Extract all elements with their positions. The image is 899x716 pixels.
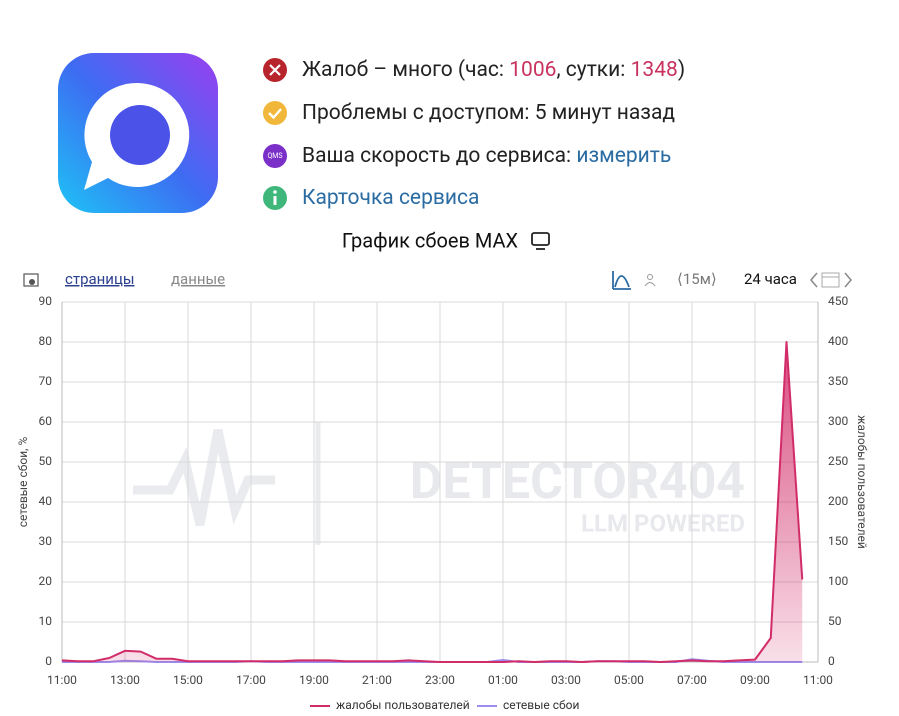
chart-title: График сбоев MAX bbox=[342, 228, 519, 252]
x-tick-label: 21:00 bbox=[362, 673, 392, 687]
y-tick-label: 20 bbox=[39, 574, 53, 588]
y2-tick-label: 0 bbox=[828, 654, 835, 668]
hour-count: 1006 bbox=[509, 58, 557, 82]
legend-label: жалобы пользователей bbox=[336, 698, 470, 712]
y-tick-label: 80 bbox=[39, 334, 53, 348]
qms-icon-text: QMS bbox=[267, 152, 282, 160]
y2-axis-label: жалобы пользователей bbox=[855, 415, 869, 549]
x-tick-label: 15:00 bbox=[173, 673, 203, 687]
y-tick-label: 0 bbox=[45, 654, 52, 668]
pages-tab[interactable]: страницы bbox=[65, 270, 135, 288]
chart-mode-button[interactable] bbox=[612, 271, 631, 290]
step-button[interactable]: ⟨15м⟩ bbox=[677, 270, 717, 288]
y2-tick-label: 150 bbox=[828, 534, 848, 548]
y-tick-label: 40 bbox=[39, 494, 53, 508]
service-card-link[interactable]: Карточка сервиса bbox=[302, 186, 480, 210]
access-status: Проблемы с доступом: 5 минут назад bbox=[302, 101, 676, 125]
calendar-nav[interactable] bbox=[810, 272, 852, 288]
series-line bbox=[61, 341, 804, 663]
x-tick-label: 11:00 bbox=[803, 673, 833, 687]
y2-tick-label: 350 bbox=[828, 374, 848, 388]
x-tick-label: 19:00 bbox=[299, 673, 329, 687]
y-tick-label: 10 bbox=[39, 614, 53, 628]
y2-tick-label: 450 bbox=[828, 294, 848, 308]
y2-tick-label: 50 bbox=[828, 614, 842, 628]
status-icons: QMS bbox=[263, 58, 287, 210]
range-button[interactable]: 24 часа bbox=[744, 270, 797, 288]
x-tick-label: 05:00 bbox=[614, 673, 644, 687]
y-tick-label: 30 bbox=[39, 534, 53, 548]
x-tick-label: 07:00 bbox=[677, 673, 707, 687]
complaints-status: Жалоб – много (час: 1006, сутки: 1348) bbox=[302, 58, 685, 82]
y-tick-label: 60 bbox=[39, 414, 53, 428]
day-count: 1348 bbox=[630, 58, 678, 82]
app-logo bbox=[58, 53, 218, 213]
text: , сутки: bbox=[556, 58, 626, 82]
watermark: DETECTOR404 LLM POWERED bbox=[133, 422, 745, 545]
y2-tick-label: 400 bbox=[828, 334, 848, 348]
tv-icon bbox=[531, 232, 550, 250]
user-button[interactable] bbox=[644, 274, 656, 287]
watermark-tagline: LLM POWERED bbox=[581, 509, 745, 537]
text: ) bbox=[677, 58, 686, 82]
x-tick-label: 09:00 bbox=[740, 673, 770, 687]
text: Ваша скорость до сервиса: bbox=[302, 144, 572, 168]
y-tick-label: 90 bbox=[39, 294, 53, 308]
x-tick-label: 13:00 bbox=[110, 673, 140, 687]
camera-button[interactable] bbox=[23, 273, 39, 287]
x-tick-label: 23:00 bbox=[425, 673, 455, 687]
y-tick-label: 50 bbox=[39, 454, 53, 468]
y2-tick-label: 250 bbox=[828, 454, 848, 468]
x-tick-label: 01:00 bbox=[488, 673, 518, 687]
x-tick-label: 03:00 bbox=[551, 673, 581, 687]
speed-status: Ваша скорость до сервиса: измерить bbox=[302, 144, 671, 168]
x-tick-label: 11:00 bbox=[47, 673, 77, 687]
legend-label: сетевые сбои bbox=[503, 698, 580, 712]
data-tab[interactable]: данные bbox=[171, 270, 225, 288]
y2-tick-label: 100 bbox=[828, 574, 848, 588]
x-tick-label: 17:00 bbox=[236, 673, 266, 687]
y-tick-label: 70 bbox=[39, 374, 53, 388]
measure-link[interactable]: измерить bbox=[576, 144, 672, 168]
y-axis-label: сетевые сбои, % bbox=[16, 437, 30, 528]
text: Жалоб – много (час: bbox=[302, 58, 504, 82]
y2-tick-label: 200 bbox=[828, 494, 848, 508]
y2-tick-label: 300 bbox=[828, 414, 848, 428]
